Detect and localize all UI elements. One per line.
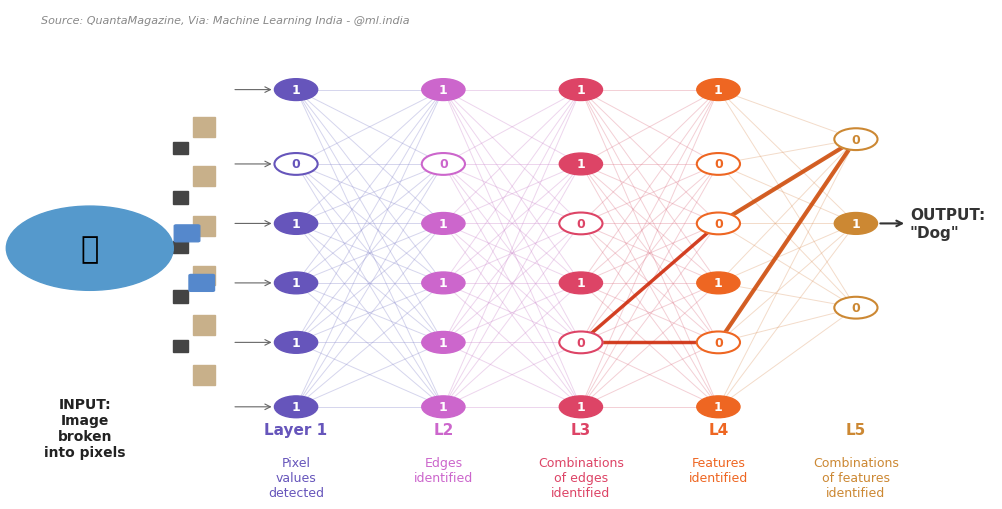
Text: 1: 1: [714, 401, 722, 413]
Circle shape: [696, 272, 740, 294]
Text: 0: 0: [852, 302, 861, 315]
Circle shape: [835, 213, 878, 235]
Text: INPUT:
Image
broken
into pixels: INPUT: Image broken into pixels: [44, 397, 125, 460]
Text: 1: 1: [576, 158, 585, 171]
Circle shape: [422, 332, 465, 354]
Circle shape: [559, 272, 602, 294]
Circle shape: [559, 213, 602, 235]
Circle shape: [6, 207, 173, 291]
Text: 1: 1: [439, 336, 448, 349]
Text: Pixel
values
detected: Pixel values detected: [269, 457, 324, 499]
Text: 1: 1: [292, 217, 301, 231]
Text: Source: QuantaMagazine, Via: Machine Learning India - @ml.india: Source: QuantaMagazine, Via: Machine Lea…: [41, 16, 409, 26]
Text: 1: 1: [852, 217, 861, 231]
Bar: [193, 216, 214, 236]
Text: OUTPUT:
"Dog": OUTPUT: "Dog": [910, 208, 985, 240]
Bar: [193, 365, 214, 385]
Text: L3: L3: [571, 422, 591, 437]
Circle shape: [559, 154, 602, 176]
Text: 0: 0: [292, 158, 301, 171]
FancyBboxPatch shape: [189, 275, 214, 292]
Text: Combinations
of edges
identified: Combinations of edges identified: [538, 457, 624, 499]
Circle shape: [835, 129, 878, 151]
Bar: [193, 266, 214, 286]
Circle shape: [559, 79, 602, 101]
Text: 1: 1: [714, 84, 722, 97]
Text: 0: 0: [852, 133, 861, 147]
Text: 1: 1: [292, 277, 301, 290]
Bar: [173, 192, 188, 204]
Bar: [173, 143, 188, 155]
Text: 1: 1: [292, 336, 301, 349]
Text: Combinations
of features
identified: Combinations of features identified: [813, 457, 899, 499]
Circle shape: [422, 396, 465, 418]
Circle shape: [275, 396, 318, 418]
Text: 1: 1: [439, 277, 448, 290]
Bar: [193, 316, 214, 335]
Text: L5: L5: [846, 422, 866, 437]
Text: 🐕: 🐕: [81, 234, 99, 263]
Text: 0: 0: [576, 336, 585, 349]
Text: 1: 1: [439, 84, 448, 97]
Circle shape: [696, 213, 740, 235]
Text: 1: 1: [576, 84, 585, 97]
Circle shape: [422, 272, 465, 294]
Circle shape: [275, 272, 318, 294]
Text: 1: 1: [292, 401, 301, 413]
Bar: [173, 291, 188, 303]
Text: 1: 1: [714, 277, 722, 290]
Circle shape: [696, 79, 740, 101]
Circle shape: [422, 213, 465, 235]
Text: 1: 1: [439, 217, 448, 231]
Text: Layer 1: Layer 1: [265, 422, 328, 437]
Text: L2: L2: [433, 422, 454, 437]
Circle shape: [422, 154, 465, 176]
Circle shape: [559, 396, 602, 418]
Circle shape: [559, 332, 602, 354]
Circle shape: [696, 396, 740, 418]
Text: 1: 1: [292, 84, 301, 97]
Text: Features
identified: Features identified: [688, 457, 748, 485]
Text: 1: 1: [576, 401, 585, 413]
Circle shape: [275, 79, 318, 101]
FancyBboxPatch shape: [174, 225, 199, 242]
Bar: [173, 340, 188, 353]
Circle shape: [275, 154, 318, 176]
Circle shape: [696, 332, 740, 354]
Text: 0: 0: [714, 336, 722, 349]
Bar: [193, 118, 214, 137]
Circle shape: [422, 79, 465, 101]
Text: Edges
identified: Edges identified: [414, 457, 473, 485]
Circle shape: [696, 154, 740, 176]
Circle shape: [835, 297, 878, 319]
Circle shape: [275, 213, 318, 235]
Text: L4: L4: [708, 422, 728, 437]
Bar: [193, 167, 214, 187]
Text: 0: 0: [576, 217, 585, 231]
Text: 0: 0: [714, 158, 722, 171]
Bar: [173, 241, 188, 253]
Circle shape: [275, 332, 318, 354]
Text: 1: 1: [439, 401, 448, 413]
Text: 1: 1: [576, 277, 585, 290]
Text: 0: 0: [714, 217, 722, 231]
Text: 0: 0: [439, 158, 448, 171]
